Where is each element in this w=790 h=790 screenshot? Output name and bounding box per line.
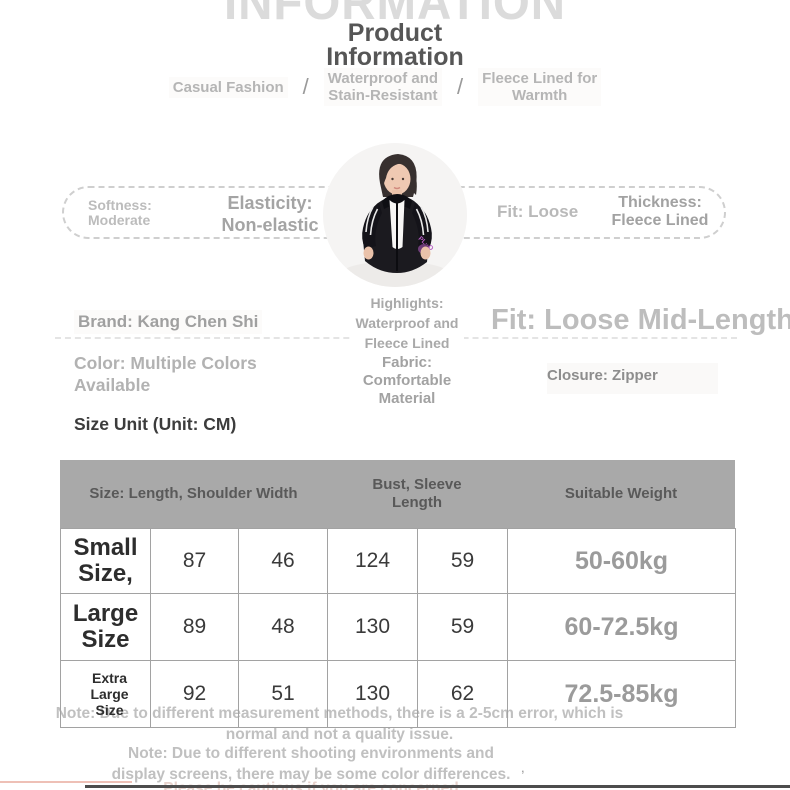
color-label: Color: Multiple Colors Available [74,353,257,395]
bust-cell: 130 [327,660,418,728]
feature-softness: Softness: Moderate [88,197,152,228]
shoulder-cell: 51 [238,660,328,728]
size-table-header: Size: Length, Shoulder Width Bust, Sleev… [60,460,735,528]
closure-label: Closure: Zipper [547,363,718,394]
model-illustration: PL··O [323,143,467,287]
feature-thickness: Thickness: Fleece Lined [611,194,709,229]
size-table-body: Small Size, 87 46 124 59 50-60kg Large S… [60,528,736,728]
header-size-length-shoulder: Size: Length, Shoulder Width [89,485,298,502]
tagline-fleece-lined: Fleece Lined for Warmth [478,68,602,106]
shoulder-cell: 46 [238,528,328,594]
length-cell: 92 [150,660,239,728]
model-photo: PL··O [323,143,467,287]
size-label: Large Size [60,593,151,661]
weight-cell: 60-72.5kg [507,593,736,661]
size-label: Extra Large Size [60,660,151,728]
table-row-extra-large: Extra Large Size 92 51 130 62 72.5-85kg [60,660,736,728]
page-title: Product Information [326,19,464,71]
information-watermark: INFORMATION [223,0,567,30]
slash-divider: / [302,74,309,99]
fabric-label: Fabric: Comfortable Material [362,354,452,407]
size-unit-label: Size Unit (Unit: CM) [74,414,237,434]
slash-divider: / [457,74,464,99]
length-cell: 87 [150,528,239,594]
feature-elasticity: Elasticity: Non-elastic [221,193,319,235]
weight-cell: 72.5-85kg [507,660,736,728]
table-row-small: Small Size, 87 46 124 59 50-60kg [60,528,736,594]
weight-cell: 50-60kg [507,528,736,594]
section-divider-rule [85,785,790,788]
size-table: Size: Length, Shoulder Width Bust, Sleev… [60,460,736,728]
stray-comma: , [521,760,525,775]
bust-cell: 124 [327,528,418,594]
bust-cell: 130 [327,593,418,661]
header-suitable-weight: Suitable Weight [564,485,678,502]
sleeve-cell: 59 [417,593,508,661]
sleeve-cell: 62 [417,660,508,728]
shoulder-cell: 48 [238,593,328,661]
brand-label: Brand: Kang Chen Shi [74,310,263,334]
tagline-casual-fashion: Casual Fashion [168,76,288,98]
color-difference-note: Note: Due to different shooting environm… [111,745,511,783]
feature-fit: Fit: Loose [497,202,579,221]
table-row-large: Large Size 89 48 130 59 60-72.5kg [60,593,736,661]
fit-headline: Fit: Loose Mid-Length [488,304,790,337]
size-label: Small Size, [60,528,151,594]
tagline-waterproof: Waterproof and Stain-Resistant [323,68,443,106]
length-cell: 89 [150,593,239,661]
highlights-label: Highlights: Waterproof and Fleece Lined [350,293,464,353]
pink-rule [0,781,132,783]
sleeve-cell: 59 [417,528,508,594]
header-bust-sleeve: Bust, Sleeve Length [372,476,462,511]
tagline-row: Casual Fashion / Waterproof and Stain-Re… [0,68,790,106]
